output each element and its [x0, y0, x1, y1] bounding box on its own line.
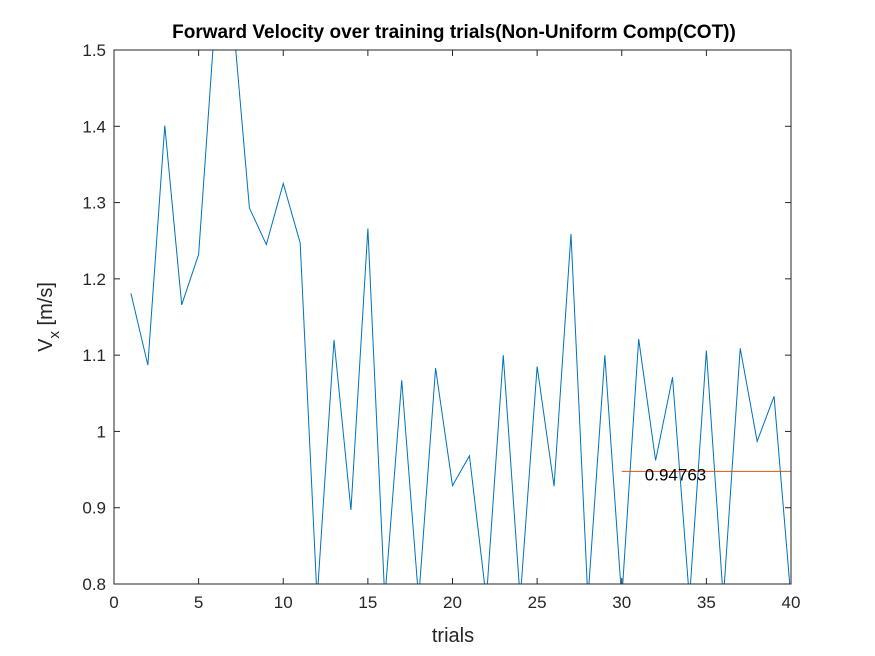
y-tick-label: 1.3	[82, 194, 106, 213]
series-layer	[130, 50, 791, 584]
x-tick-label: 10	[274, 593, 293, 612]
y-tick-label: 1	[97, 422, 106, 441]
annotation-layer: 0.94763	[645, 465, 706, 484]
x-tick-label: 30	[612, 593, 631, 612]
x-tick-label: 40	[782, 593, 801, 612]
chart-title: Forward Velocity over training trials(No…	[172, 22, 736, 43]
y-axis-label-subscript: x	[46, 331, 63, 339]
y-tick-label: 0.8	[82, 575, 106, 594]
plot-area	[114, 50, 791, 584]
y-tick-label: 1.1	[82, 346, 106, 365]
y-tick-label: 1.2	[82, 270, 106, 289]
y-tick-label: 1.5	[82, 41, 106, 60]
x-tick-label: 20	[443, 593, 462, 612]
x-axis-label: trials	[432, 625, 474, 647]
y-axis-label-unit: [m/s]	[35, 282, 57, 331]
x-tick-label: 15	[358, 593, 377, 612]
mean-value-label: 0.94763	[645, 465, 706, 484]
y-axis-label-main: V	[35, 338, 57, 352]
y-axis-label: Vx [m/s]	[35, 282, 63, 352]
axes-layer: 0 5 10 15 20 25 30 35 40 0.8 0.9 1 1.1 1.2 1.3 1.4 1.5	[82, 41, 800, 612]
y-tick-label: 0.9	[82, 499, 106, 518]
x-tick-label: 5	[194, 593, 203, 612]
x-tick-label: 25	[528, 593, 547, 612]
y-tick-label: 1.4	[82, 117, 106, 136]
x-tick-label: 35	[697, 593, 716, 612]
series-line-1	[130, 50, 791, 584]
x-tick-label: 0	[109, 593, 118, 612]
